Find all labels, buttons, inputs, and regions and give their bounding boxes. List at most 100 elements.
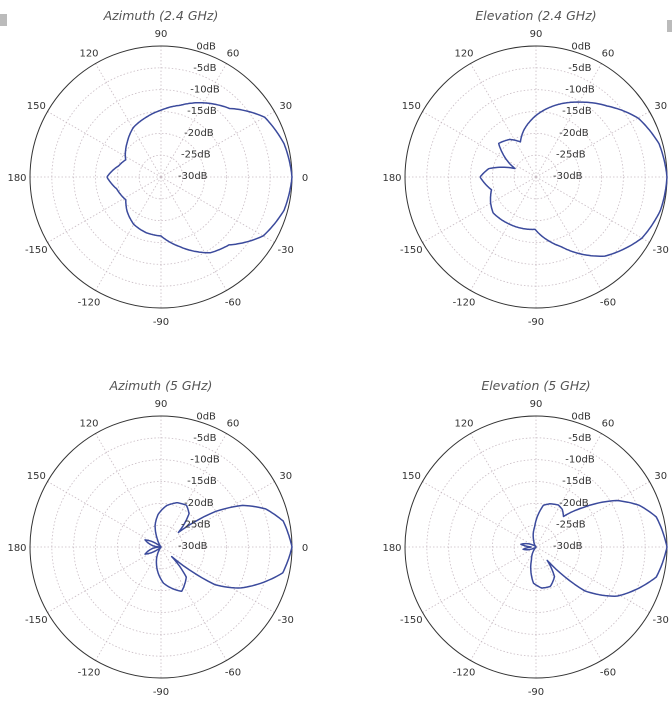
r-tick-label: -5dB [568,63,591,74]
theta-tick-label: 120 [79,418,98,429]
grid-spoke [160,176,227,291]
grid-spoke [47,111,162,178]
grid-spoke [422,481,537,548]
r-tick-label: 0dB [196,41,216,52]
theta-tick-label: 180 [382,543,401,554]
grid-spoke [160,111,275,178]
grid-ring [95,481,227,613]
grid-ring [491,132,581,222]
grid-spoke [535,63,602,178]
theta-tick-label: 180 [7,543,26,554]
r-tick-label: -15dB [562,476,592,487]
grid-spoke [47,176,162,243]
r-tick-label: -10dB [565,85,595,96]
grid-spoke [160,176,275,243]
expand-icon[interactable] [0,14,7,26]
r-tick-label: -25dB [181,149,211,160]
r-tick-label: -20dB [184,128,214,139]
chart-title: Elevation (5 GHz) [481,378,590,393]
radiation-pattern-curve [106,101,293,254]
r-tick-label: -15dB [187,106,217,117]
theta-tick-label: 180 [382,173,401,184]
grid-spoke [95,176,162,291]
grid-spoke [535,546,602,661]
grid-spoke [47,481,162,548]
theta-tick-label: -150 [400,245,423,256]
theta-tick-label: 150 [27,471,46,482]
grid-spoke [95,63,162,178]
r-tick-label: 0dB [196,411,216,422]
r-tick-label: -25dB [181,519,211,530]
theta-tick-label: 150 [402,471,421,482]
grid-spoke [470,433,537,548]
theta-tick-label: 120 [79,48,98,59]
theta-tick-label: -120 [78,298,101,309]
theta-tick-label: 0 [302,173,308,184]
theta-tick-label: 120 [454,48,473,59]
theta-tick-label: 150 [402,101,421,112]
r-tick-label: -5dB [568,433,591,444]
chart-title: Azimuth (5 GHz) [109,378,213,393]
grid-spoke [535,433,602,548]
theta-tick-label: -150 [400,615,423,626]
grid-spoke [422,546,537,613]
theta-tick-label: -30 [278,245,294,256]
grid-spoke [47,546,162,613]
expand-icon[interactable] [667,20,672,32]
grid-ring [116,502,206,592]
grid-spoke [95,546,162,661]
r-tick-label: 0dB [571,41,591,52]
grid-spoke [160,481,275,548]
theta-tick-label: -30 [278,615,294,626]
theta-tick-label: 30 [279,471,292,482]
grid-ring [448,89,624,265]
radiation-pattern-curve [144,501,293,593]
grid-spoke [160,63,227,178]
grid-spoke [535,176,602,291]
theta-tick-label: 30 [279,101,292,112]
polar-chart-3: Azimuth (5 GHz) 90 60 30 0 -30 -60 -90 -120 -150 1… [7,378,308,698]
grid-ring [448,459,624,635]
theta-tick-label: -60 [600,668,616,679]
theta-tick-label: 150 [27,101,46,112]
theta-tick-label: -150 [25,615,48,626]
r-tick-label: -15dB [187,476,217,487]
theta-tick-label: 30 [654,101,667,112]
grid-spoke [470,63,537,178]
theta-tick-label: -90 [153,317,169,328]
chart-title: Azimuth (2.4 GHz) [103,8,219,23]
theta-tick-label: -120 [78,668,101,679]
r-tick-label: -20dB [559,498,589,509]
grid-spoke [422,111,537,178]
theta-tick-label: -120 [453,668,476,679]
r-tick-label: -10dB [565,455,595,466]
grid-ring [470,481,602,613]
theta-tick-label: -90 [528,687,544,698]
grid-ring [73,459,249,635]
theta-tick-label: -120 [453,298,476,309]
theta-tick-label: 60 [602,418,615,429]
chart-title: Elevation (2.4 GHz) [475,8,596,23]
radiation-pattern-curve [479,101,668,257]
theta-tick-label: -60 [600,298,616,309]
theta-tick-label: -60 [225,298,241,309]
grid-spoke [470,176,537,291]
r-tick-label: -20dB [559,128,589,139]
polar-chart-2: Elevation (2.4 GHz)9060300-30-60-90-120-… [382,8,669,328]
theta-tick-label: 90 [155,29,168,40]
theta-tick-label: -30 [653,245,669,256]
grid-spoke [535,546,650,613]
grid-spoke [470,546,537,661]
polar-chart-4: Elevation (5 GHz)9060300-30-60-90-120-15… [382,378,668,698]
r-tick-label: 0dB [571,411,591,422]
theta-tick-label: 90 [530,29,543,40]
r-tick-label: -30dB [178,541,208,552]
grid-spoke [535,111,650,178]
r-tick-label: -30dB [553,541,583,552]
theta-tick-label: -90 [528,317,544,328]
grid-spoke [422,176,537,243]
theta-tick-label: 60 [227,418,240,429]
r-tick-label: -20dB [184,498,214,509]
grid-spoke [160,546,275,613]
